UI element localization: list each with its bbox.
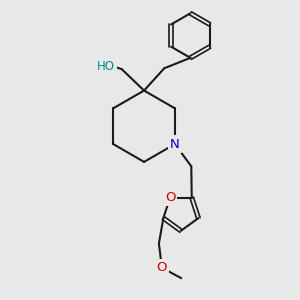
Text: HO: HO — [97, 60, 115, 73]
Text: O: O — [157, 261, 167, 274]
Text: N: N — [170, 138, 180, 151]
Text: O: O — [165, 191, 175, 204]
